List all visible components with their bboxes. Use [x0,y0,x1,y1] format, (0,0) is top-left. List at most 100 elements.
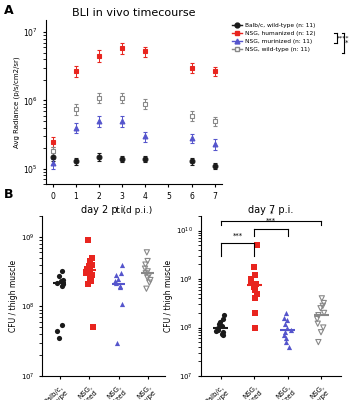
Point [251,283,257,290]
Title: BLI in vivo timecourse: BLI in vivo timecourse [72,8,195,18]
Text: A: A [4,4,13,17]
Point [143,270,149,276]
Point [253,280,259,287]
Point [252,272,258,278]
Point [220,322,225,329]
Point [147,277,153,283]
Point [87,274,93,281]
Point [221,316,226,322]
Point [283,335,289,342]
Text: ***: *** [232,232,243,238]
Point [220,332,225,338]
Point [146,272,152,278]
Point [115,276,121,282]
Point [142,266,148,272]
Point [318,305,323,312]
Point [112,278,118,284]
Point [89,262,94,268]
Point [284,324,290,331]
Point [284,317,290,324]
Point [114,340,120,346]
Point [90,324,96,330]
Point [217,319,222,325]
X-axis label: t (d p.i.): t (d p.i.) [116,206,152,215]
Point [252,324,258,331]
Point [54,280,59,286]
Point [252,310,258,316]
Point [321,310,327,316]
Point [60,277,65,283]
Point [254,290,259,297]
Point [84,266,90,272]
Point [145,258,150,264]
Text: B: B [4,188,13,201]
Point [281,332,287,338]
Point [254,242,259,248]
Point [214,328,219,334]
Point [288,326,294,333]
Point [118,270,124,276]
Point [220,329,226,336]
Title: day 2 p.i.: day 2 p.i. [81,205,126,215]
Point [315,339,321,345]
Point [320,303,326,309]
Point [252,287,258,293]
Point [321,300,327,306]
Point [59,268,65,274]
Point [145,274,150,281]
Point [318,329,324,336]
Point [86,263,92,269]
Point [314,316,320,322]
Point [216,320,222,327]
Y-axis label: Avg Radiance (p/s/cm2/sr): Avg Radiance (p/s/cm2/sr) [14,56,20,148]
Legend: Balb/c, wild-type (n: 11), NSG, humanized (n: 12), NSG, murinized (n: 11), NSG, : Balb/c, wild-type (n: 11), NSG, humanize… [232,23,315,52]
Point [59,282,65,289]
Point [215,324,220,331]
Point [144,249,150,256]
Point [90,255,95,261]
Point [144,286,149,292]
Text: ***: *** [266,218,276,224]
Point [319,295,325,302]
Point [146,280,152,286]
Point [87,268,93,274]
Point [119,262,124,268]
Point [251,264,257,270]
Point [117,282,123,289]
Point [316,312,321,318]
Point [283,310,289,316]
Point [315,320,321,327]
Point [118,284,123,290]
Point [145,268,150,274]
Title: day 7 p.i.: day 7 p.i. [249,205,294,215]
Point [88,278,94,284]
Point [57,335,62,341]
Point [58,278,64,284]
Point [221,312,226,318]
Point [57,273,62,280]
Point [248,276,254,282]
Point [113,272,119,278]
Point [283,320,288,327]
Point [113,280,119,286]
Point [86,237,91,243]
Point [283,339,289,345]
Text: ****: **** [337,35,350,40]
Y-axis label: CFU / thigh muscle: CFU / thigh muscle [9,260,18,332]
Point [320,324,326,331]
Point [143,262,148,268]
Point [61,281,66,287]
Point [248,278,254,284]
Point [59,321,65,328]
Point [89,272,94,278]
Point [283,329,288,336]
Point [215,326,221,333]
Point [87,258,93,264]
Point [219,330,225,337]
Point [54,327,60,334]
Point [119,300,125,307]
Point [253,295,258,302]
Y-axis label: CFU / thigh muscle: CFU / thigh muscle [164,260,173,332]
Text: *: * [269,211,273,217]
Point [85,281,91,287]
